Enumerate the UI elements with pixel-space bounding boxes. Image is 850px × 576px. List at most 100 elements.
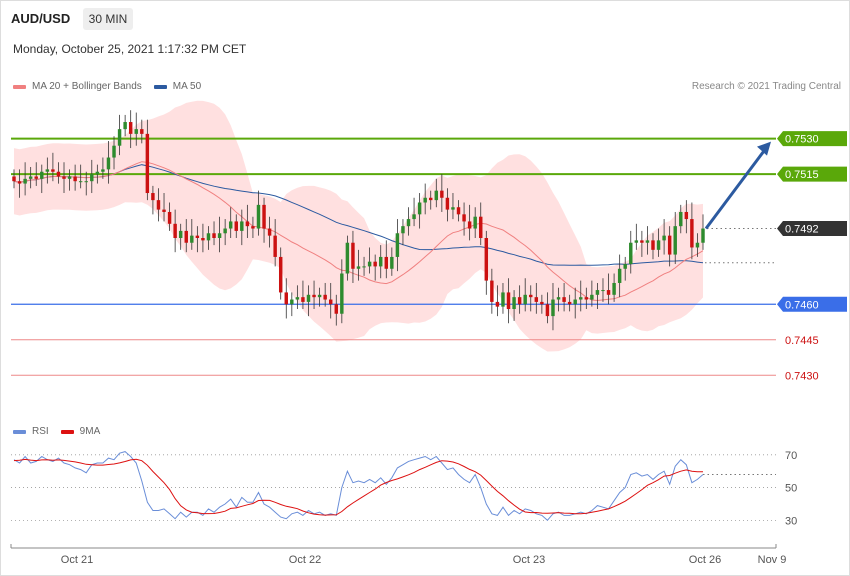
support_secondary-price-label: 0.7430 [785,370,819,382]
rsi-tick-label: 50 [785,483,797,495]
candle [390,256,394,269]
candle [684,211,689,220]
candle [217,233,222,238]
candle [523,294,527,305]
ma50-line [13,164,704,266]
candle [529,294,533,298]
candle [456,207,461,215]
candle [556,297,561,300]
current_price-price-label: 0.7492 [785,224,819,236]
candle [584,297,589,300]
candle [140,129,144,134]
ma50-legend-label: MA 50 [172,81,202,92]
candle [490,280,494,302]
resistance-price-tag [777,131,847,147]
candle [251,226,255,229]
candle [240,221,244,231]
rsi-ma-swatch [60,429,74,434]
candle [573,299,577,305]
candle [317,294,322,298]
timeframe-button[interactable]: 30 MIN [83,8,133,30]
candle [651,240,655,250]
candle [40,171,44,179]
candle [417,202,422,215]
candle [562,297,566,302]
x-tick-label: Oct 23 [513,554,545,566]
candle [106,157,111,170]
candle [51,169,55,172]
candle [495,301,500,307]
rsi-tick-label: 70 [785,450,797,462]
candle [345,242,350,274]
candle [551,299,555,317]
candle [62,176,66,179]
candle [356,266,361,269]
candle [234,221,238,231]
candle [295,297,300,300]
rsi-line [13,451,704,522]
rsi-ma-line [13,458,703,516]
resistance-price-label: 0.7530 [785,134,819,146]
candle [645,240,650,243]
candle [95,171,100,175]
candle [540,301,544,305]
candle [462,214,466,222]
candle [67,176,72,179]
candle [117,129,122,146]
rsi-swatch [13,429,26,434]
candle [429,197,433,201]
candle [629,242,633,265]
candle [123,122,127,130]
candle [401,226,405,234]
candle [56,171,61,177]
candle [178,230,183,238]
forecast-arrowhead [757,141,771,156]
candle [328,299,333,305]
candle [412,214,416,220]
candle [656,240,661,250]
candle [690,219,694,248]
x-tick-label: Nov 9 [758,554,787,566]
candle [223,228,227,234]
support-price-tag [777,296,847,312]
candle [606,290,611,295]
candle [28,176,33,179]
ma20-legend-label: MA 20 + Bollinger Bands [32,81,142,92]
candle [595,290,600,295]
support-price-label: 0.7460 [785,299,819,311]
candle [101,169,105,172]
current_price-price-tag [777,221,847,237]
candle [506,292,511,309]
candle [590,294,594,300]
candle [12,176,16,182]
candle [479,216,483,238]
candle [278,256,283,293]
candle [406,219,411,227]
x-tick-label: Oct 21 [61,554,93,566]
candle [351,242,355,269]
candle [306,294,311,302]
candle [534,297,539,302]
candle [612,282,616,295]
candle [667,235,672,255]
symbol-title: AUD/USD [11,11,71,26]
chart-datetime: Monday, October 25, 2021 1:17:32 PM CET [13,42,247,56]
candle [162,209,166,212]
candle [662,235,666,241]
candle [190,235,194,243]
candle [128,122,133,134]
candle [567,301,572,305]
candle [617,268,622,283]
price-legend: MA 20 + Bollinger Bands MA 50 [13,81,201,92]
rsi-ma-legend-label: 9MA [79,426,101,437]
candle [601,290,605,292]
candle [195,235,200,238]
rsi-legend-label: RSI [32,426,49,437]
rsi-tick-label: 30 [785,515,797,527]
candle [206,233,211,241]
candle [245,221,250,227]
candle [267,228,272,236]
candle [373,261,377,267]
support_secondary-price-label: 0.7445 [785,335,819,347]
